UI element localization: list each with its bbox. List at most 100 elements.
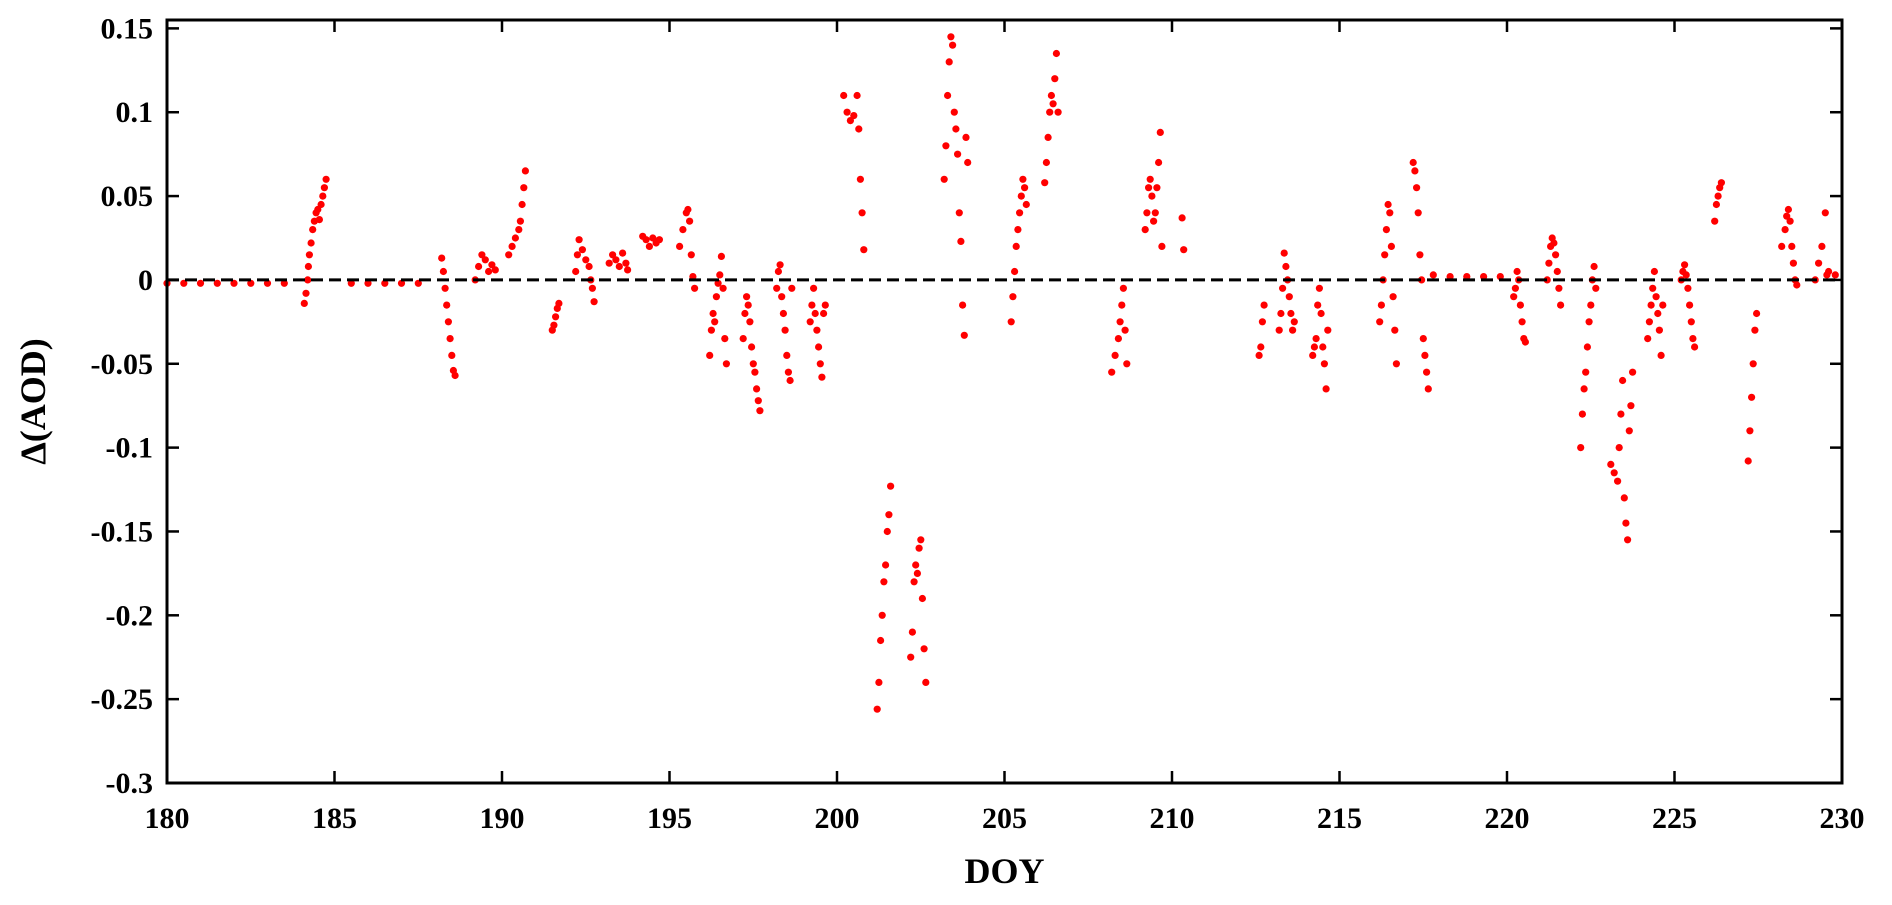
data-point (786, 376, 794, 385)
data-point (1516, 301, 1524, 309)
data-point (1046, 108, 1054, 116)
data-point (748, 343, 756, 351)
data-point (1746, 427, 1754, 435)
data-point (880, 578, 888, 586)
data-point (940, 175, 948, 183)
data-point (860, 246, 868, 254)
data-point (213, 279, 221, 287)
data-point (1652, 293, 1660, 301)
data-point (1585, 318, 1593, 326)
data-point (1041, 179, 1049, 187)
data-point (1543, 276, 1551, 284)
data-point (910, 578, 918, 586)
data-point (1042, 158, 1050, 167)
data-point (1625, 427, 1633, 435)
data-point (1711, 217, 1719, 225)
data-point (1290, 318, 1298, 326)
data-point (319, 192, 327, 200)
data-point (711, 318, 719, 326)
data-point (813, 326, 821, 334)
data-point (964, 158, 972, 167)
data-point (1582, 368, 1590, 376)
data-point (1751, 326, 1759, 334)
data-point (1691, 343, 1699, 351)
data-point (1614, 477, 1622, 485)
data-point (1496, 273, 1504, 281)
data-point (1657, 351, 1665, 359)
data-point (1377, 301, 1385, 309)
data-point (1744, 457, 1752, 465)
data-point (247, 279, 255, 287)
data-point (230, 279, 238, 287)
data-point (960, 331, 968, 339)
x-tick-label: 210 (1150, 802, 1195, 835)
data-point (1258, 318, 1266, 326)
data-point (1788, 242, 1796, 250)
data-point (1550, 239, 1558, 247)
data-point (1387, 242, 1395, 250)
data-point (1116, 318, 1124, 326)
data-point (1463, 273, 1471, 281)
data-point (1580, 385, 1588, 393)
data-point (481, 256, 489, 264)
data-point (1310, 343, 1318, 351)
y-tick-label: -0.05 (91, 348, 154, 381)
data-point (810, 284, 818, 292)
data-point (1553, 267, 1561, 276)
data-point (1054, 108, 1062, 116)
data-point (878, 611, 886, 619)
data-point (304, 262, 312, 271)
data-point (1114, 335, 1122, 343)
data-point (1011, 267, 1019, 276)
y-tick-label: 0 (138, 264, 153, 297)
data-point (1784, 205, 1792, 214)
data-point (1510, 293, 1518, 301)
data-point (1411, 167, 1419, 175)
data-point (1289, 326, 1297, 334)
data-point (915, 544, 923, 552)
data-point (180, 279, 188, 287)
data-point (687, 251, 695, 259)
x-tick-label: 185 (312, 802, 357, 835)
data-point (1418, 276, 1426, 284)
data-point (1480, 273, 1488, 281)
data-point (1578, 410, 1586, 418)
data-point (1687, 318, 1695, 326)
data-point (307, 239, 315, 247)
data-point (1156, 128, 1164, 136)
data-point (1376, 318, 1384, 326)
data-point (706, 351, 714, 359)
data-point (955, 209, 963, 217)
data-point (1153, 184, 1161, 192)
data-point (1421, 351, 1429, 359)
data-point (1610, 469, 1618, 477)
data-point (347, 279, 355, 287)
data-point (942, 142, 950, 150)
data-point (1108, 368, 1116, 376)
data-point (806, 318, 814, 326)
data-point (818, 373, 826, 381)
x-tick-label: 180 (145, 802, 190, 835)
data-point (1178, 214, 1186, 222)
data-point (1141, 226, 1149, 234)
data-point (918, 594, 927, 603)
data-point (746, 318, 754, 326)
data-point (1146, 175, 1154, 183)
data-point (1143, 209, 1151, 217)
data-point (719, 284, 727, 292)
data-point (573, 251, 582, 259)
data-point (1019, 175, 1027, 183)
data-point (1022, 200, 1030, 209)
data-point (1260, 301, 1268, 309)
data-point (488, 261, 496, 269)
data-point (739, 335, 747, 343)
data-point (520, 184, 528, 192)
data-point (1681, 261, 1689, 269)
data-point (1511, 284, 1519, 292)
data-point (922, 678, 930, 687)
data-point (1391, 326, 1399, 334)
data-point (1315, 284, 1323, 292)
data-point (717, 252, 726, 260)
data-point (952, 125, 960, 133)
data-point (1818, 242, 1826, 250)
